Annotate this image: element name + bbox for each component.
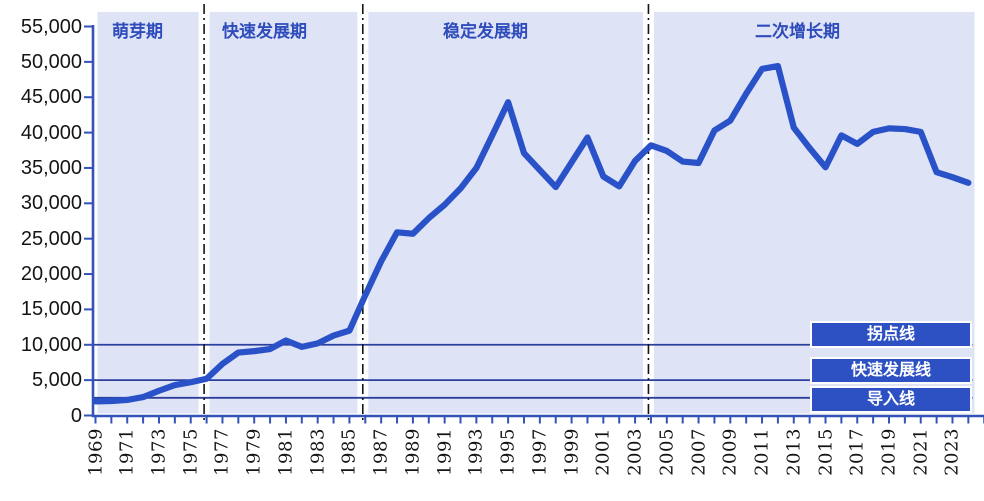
x-tick-label: 2001 [592, 428, 614, 476]
reference-line-label-box: 快速发展线 [810, 357, 972, 384]
reference-line-label-box: 拐点线 [810, 320, 972, 348]
y-tick-label: 5,000 [31, 369, 82, 392]
x-tick-label: 2017 [846, 428, 868, 476]
x-tick-label: 1979 [243, 428, 265, 476]
y-tick-label: 55,000 [20, 15, 82, 38]
x-tick-label: 1991 [434, 428, 456, 476]
x-tick-label: 1975 [180, 428, 202, 476]
phase-label: 二次增长期 [755, 22, 840, 41]
y-tick-label: 30,000 [20, 192, 82, 215]
y-tick-label: 0 [70, 404, 82, 427]
x-tick-label: 2019 [878, 428, 900, 476]
x-tick-label: 1985 [338, 428, 360, 476]
x-tick-label: 2015 [815, 428, 837, 476]
x-tick-label: 1971 [116, 428, 138, 476]
x-tick-label: 2003 [624, 428, 646, 476]
x-tick-label: 1969 [85, 428, 106, 476]
x-tick-label: 1997 [529, 428, 551, 476]
phase-label: 稳定发展期 [443, 22, 528, 41]
data-series-line [92, 63, 972, 405]
x-tick-label: 1993 [465, 428, 487, 476]
y-tick-label: 45,000 [20, 86, 82, 109]
phase-panel [653, 12, 975, 414]
y-tick-label: 15,000 [20, 298, 82, 321]
x-tick-label: 2013 [783, 428, 805, 476]
phase-label: 快速发展期 [222, 22, 307, 41]
x-tick-label: 2005 [656, 428, 678, 476]
x-tick-label: 1987 [370, 428, 392, 476]
x-tick-label: 2009 [719, 428, 741, 476]
x-tick-label: 2021 [910, 428, 932, 476]
x-tick-label: 2007 [688, 428, 710, 476]
x-tick-label: 1981 [275, 428, 297, 476]
phase-panel [209, 12, 358, 414]
y-tick-label: 10,000 [20, 333, 82, 356]
y-tick-label: 25,000 [20, 227, 82, 250]
x-tick-label: 1973 [148, 428, 170, 476]
x-tick-label: 1995 [497, 428, 519, 476]
x-tick-label: 1983 [307, 428, 329, 476]
y-tick-label: 50,000 [20, 50, 82, 73]
y-tick-label: 20,000 [20, 263, 82, 286]
phase-panel [368, 12, 643, 414]
x-tick-label: 1977 [211, 428, 233, 476]
y-tick-label: 35,000 [20, 156, 82, 179]
x-tick-label: 1989 [402, 428, 424, 476]
x-tick-label: 2023 [941, 428, 963, 476]
reference-line-label-box: 导入线 [810, 386, 972, 413]
phase-panel [97, 12, 199, 414]
phase-label: 萌芽期 [112, 22, 163, 41]
y-tick-label: 40,000 [20, 121, 82, 144]
x-tick-label: 1999 [561, 428, 583, 476]
x-tick-label: 2011 [751, 428, 773, 476]
